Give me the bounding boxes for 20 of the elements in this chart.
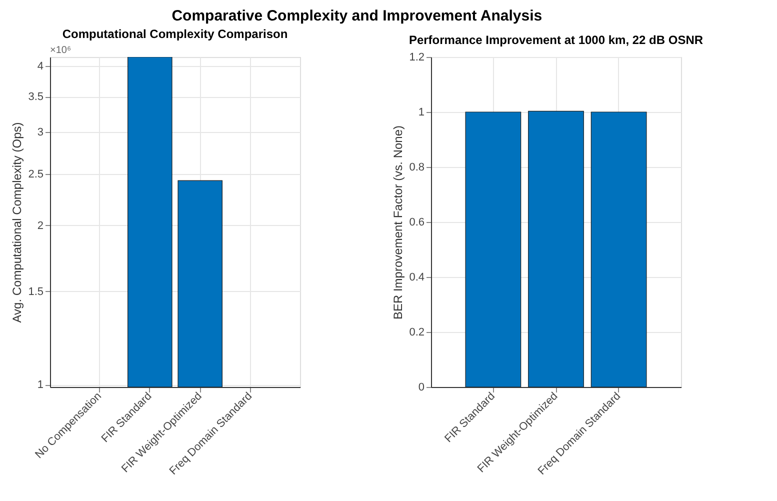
- y-axis-title: Avg. Computational Complexity (Ops): [10, 122, 24, 323]
- y-tick-label: 3.5: [28, 91, 44, 104]
- y-tick-label: 4: [37, 60, 44, 73]
- y-tick-label: 0.2: [409, 326, 424, 338]
- y-tick-label: 1.2: [409, 52, 424, 64]
- y-tick-label: 0.4: [409, 272, 424, 284]
- y-tick-label: 0: [418, 382, 424, 394]
- y-tick-label: 1: [37, 379, 44, 392]
- text: Comparative Complexity and Improvement Analysis: [172, 8, 542, 24]
- y-tick-label: 2: [37, 220, 44, 232]
- y-tick-label: 0.8: [409, 162, 424, 174]
- chart-title: Performance Improvement at 1000 km, 22 dB OSNR: [408, 33, 704, 47]
- y-tick-label: 3: [37, 126, 44, 139]
- y-axis-title: BER Improvement Factor (vs. None): [391, 125, 406, 320]
- y-tick-label: 0.6: [409, 216, 424, 228]
- text: ×10⁶: [50, 45, 72, 56]
- chart-title: Computational Complexity Comparison: [62, 27, 288, 41]
- y-tick-label: 2.5: [28, 168, 44, 181]
- y-tick-label: 1.5: [28, 286, 44, 298]
- y-tick-label: 1: [418, 106, 424, 118]
